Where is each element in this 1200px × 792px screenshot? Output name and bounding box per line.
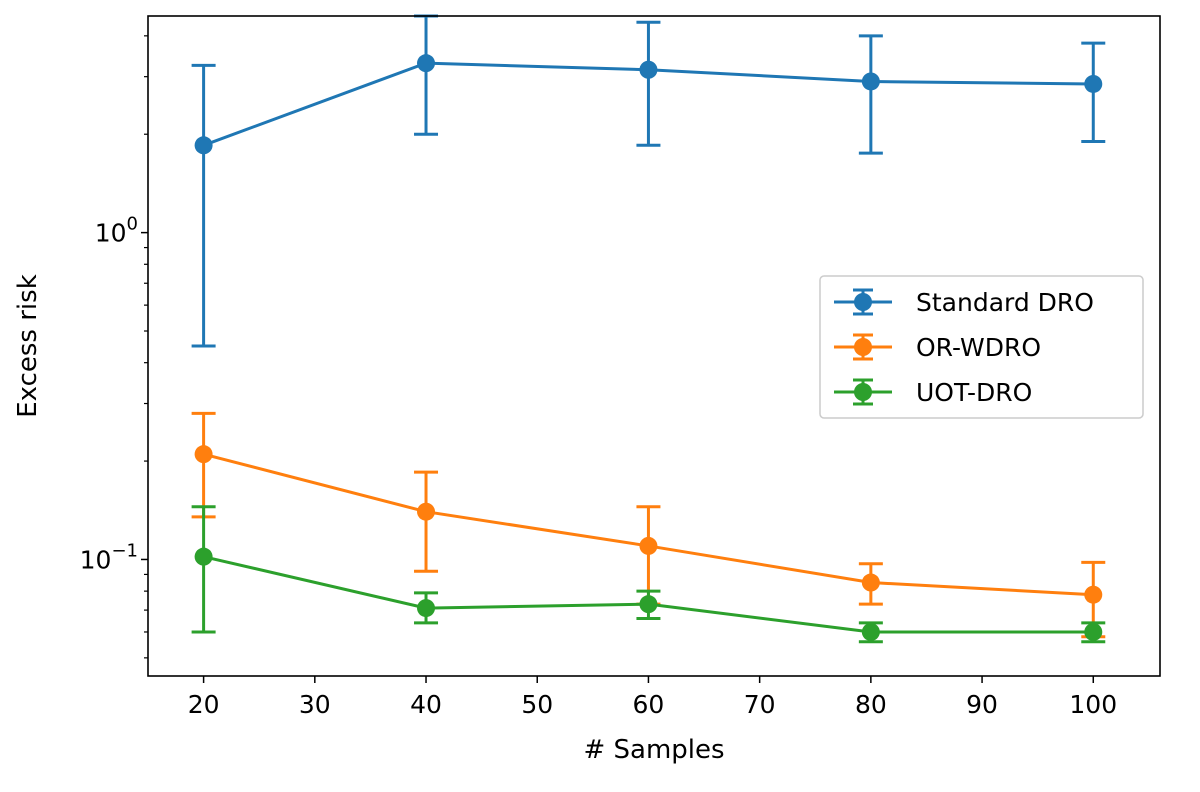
plot-frame	[147, 15, 1161, 677]
x-tick-label: 100	[1069, 690, 1117, 719]
data-point	[1084, 585, 1103, 604]
data-point	[194, 136, 213, 155]
x-tick-label: 60	[633, 690, 665, 719]
data-point	[194, 547, 213, 566]
legend-marker	[854, 383, 872, 401]
legend-item: OR-WDRO	[834, 333, 1041, 362]
axis-ticks: 20 30 40 50 60 70 80 90 100 100 10−1	[80, 35, 1117, 719]
legend: Standard DRO OR-WDRO UOT-DRO	[819, 275, 1144, 419]
data-point	[639, 536, 658, 555]
x-tick-label: 40	[410, 690, 442, 719]
legend-box	[819, 275, 1144, 419]
series-or-wdro	[191, 411, 1106, 639]
x-tick-label: 50	[521, 690, 553, 719]
x-tick-label: 30	[299, 690, 331, 719]
data-point	[194, 445, 213, 464]
series-uot-dro	[191, 505, 1106, 644]
legend-marker	[854, 293, 872, 311]
x-axis-label: # Samples	[583, 735, 724, 765]
legend-label: OR-WDRO	[916, 333, 1041, 362]
data-point	[639, 595, 658, 614]
y-tick-label: 100	[95, 214, 138, 248]
data-point	[861, 72, 880, 91]
legend-item: UOT-DRO	[834, 378, 1032, 407]
data-point	[1084, 622, 1103, 641]
data-point	[417, 599, 436, 618]
series-layer	[191, 14, 1106, 644]
data-point	[417, 54, 436, 73]
data-point	[861, 622, 880, 641]
y-tick-label: 10−1	[80, 540, 138, 574]
data-point	[1084, 74, 1103, 93]
legend-label: Standard DRO	[916, 288, 1094, 317]
data-point	[639, 60, 658, 79]
x-tick-label: 70	[744, 690, 776, 719]
x-tick-label: 20	[188, 690, 220, 719]
data-point	[861, 573, 880, 592]
x-tick-label: 90	[966, 690, 998, 719]
series-standard-dro	[191, 14, 1106, 348]
y-axis-label: Excess risk	[13, 274, 43, 418]
legend-label: UOT-DRO	[916, 378, 1032, 407]
legend-item: Standard DRO	[834, 288, 1094, 317]
legend-marker	[854, 338, 872, 356]
data-point	[417, 502, 436, 521]
x-tick-label: 80	[855, 690, 887, 719]
